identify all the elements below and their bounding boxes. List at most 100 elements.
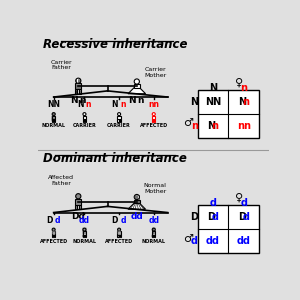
Text: d: d [191, 236, 198, 246]
Bar [85, 119, 86, 122]
Bar [154, 235, 155, 237]
Text: NN: NN [205, 97, 221, 107]
Text: dd: dd [148, 216, 159, 225]
Text: d: d [55, 216, 60, 225]
Text: Carrier
Mother: Carrier Mother [144, 68, 166, 78]
Text: d: d [212, 212, 218, 222]
Text: N: N [209, 82, 217, 93]
Circle shape [118, 112, 121, 116]
Bar [117, 231, 121, 235]
Circle shape [152, 228, 155, 231]
Circle shape [118, 228, 121, 231]
Bar [117, 116, 121, 119]
Text: AFFECTED: AFFECTED [40, 239, 68, 244]
Bar [76, 83, 81, 89]
Text: ♀: ♀ [236, 193, 244, 203]
Text: Normal
Mother: Normal Mother [144, 183, 167, 194]
Circle shape [76, 78, 81, 83]
Text: ♂: ♂ [183, 118, 194, 128]
Text: n: n [120, 100, 126, 109]
Text: d: d [242, 212, 249, 222]
Text: dd: dd [130, 212, 143, 220]
Bar [54, 119, 56, 122]
Text: D: D [46, 216, 52, 225]
Text: n: n [240, 82, 247, 93]
Text: N: N [70, 96, 77, 105]
Bar [154, 119, 155, 122]
Text: d: d [120, 216, 126, 225]
Text: Affected
Father: Affected Father [48, 175, 74, 186]
Polygon shape [128, 88, 146, 94]
Text: AFFECTED: AFFECTED [105, 239, 133, 244]
Bar [117, 235, 119, 237]
Polygon shape [128, 203, 146, 209]
Circle shape [83, 228, 86, 231]
Text: dd: dd [79, 216, 90, 225]
Text: Recessive inheritance: Recessive inheritance [43, 38, 188, 51]
Text: nn: nn [237, 121, 251, 131]
Text: N: N [128, 96, 136, 105]
Text: N: N [77, 100, 83, 109]
Bar [119, 119, 121, 122]
Bar [85, 235, 86, 237]
Circle shape [83, 112, 86, 116]
Text: D: D [238, 212, 246, 222]
Bar [79, 89, 81, 94]
Bar [52, 119, 53, 122]
Bar [119, 235, 121, 237]
Text: N: N [111, 100, 118, 109]
Bar [152, 231, 155, 235]
Text: N: N [190, 97, 199, 107]
Bar [198, 206, 259, 253]
Bar [152, 119, 153, 122]
Bar [83, 235, 84, 237]
Bar [79, 205, 81, 209]
Text: n: n [138, 96, 144, 105]
Text: n: n [85, 100, 91, 109]
Circle shape [134, 194, 140, 200]
Text: N: N [207, 121, 215, 131]
Bar [83, 119, 84, 122]
Text: Carrier
Father: Carrier Father [50, 60, 72, 70]
Text: NN: NN [47, 100, 60, 109]
Text: NORMAL: NORMAL [142, 239, 166, 244]
Text: dd: dd [206, 236, 220, 246]
Text: d: d [209, 198, 217, 208]
Circle shape [152, 112, 155, 116]
Bar [134, 200, 140, 203]
Bar [152, 116, 155, 119]
Text: nn: nn [148, 100, 159, 109]
Bar [76, 89, 77, 94]
Bar [83, 231, 86, 235]
Text: D: D [190, 212, 199, 222]
Text: D: D [207, 212, 215, 222]
Circle shape [134, 79, 140, 84]
Text: N: N [238, 97, 246, 107]
Text: AFFECTED: AFFECTED [140, 123, 168, 128]
Text: n: n [79, 96, 85, 105]
Text: CARRIER: CARRIER [107, 123, 131, 128]
Bar [152, 235, 153, 237]
Text: NORMAL: NORMAL [42, 123, 66, 128]
Bar [76, 205, 77, 209]
Bar [134, 84, 140, 88]
Bar [83, 116, 86, 119]
Circle shape [52, 228, 55, 231]
Bar [52, 231, 56, 235]
Bar [52, 116, 56, 119]
Text: Dominant inheritance: Dominant inheritance [43, 152, 187, 165]
Text: n: n [191, 121, 198, 131]
Text: CARRIER: CARRIER [73, 123, 96, 128]
Bar [52, 235, 53, 237]
Circle shape [76, 194, 81, 199]
Text: d: d [240, 198, 247, 208]
Text: n: n [242, 97, 249, 107]
Bar [117, 119, 119, 122]
Text: n: n [212, 121, 218, 131]
Text: ♀: ♀ [236, 77, 244, 87]
Bar [198, 90, 259, 138]
Text: D: D [112, 216, 118, 225]
Bar [76, 199, 81, 205]
Text: Dd: Dd [71, 212, 85, 220]
Circle shape [52, 112, 55, 116]
